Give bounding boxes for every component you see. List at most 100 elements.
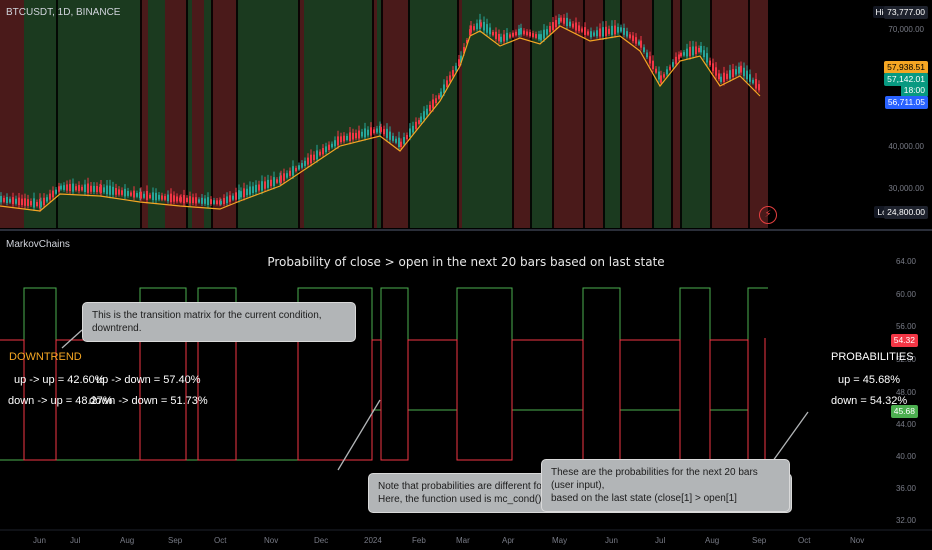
band-separator (140, 0, 142, 228)
candle-body (473, 26, 475, 30)
candle-body (486, 24, 488, 33)
candle-body (599, 28, 601, 37)
callout-text: This is the transition matrix for the cu… (92, 310, 322, 334)
callout-text: These are the probabilities for the next… (551, 467, 758, 491)
flash-icon[interactable]: ⚡ (759, 206, 777, 224)
callout-pointer (61, 329, 83, 349)
band-separator (530, 0, 532, 228)
candle-body (614, 25, 616, 35)
uptrend-band (377, 0, 381, 228)
candle-body (392, 135, 394, 141)
candle-body (512, 32, 514, 37)
candle-body (415, 121, 417, 129)
candle-body (596, 30, 598, 37)
time-axis-label: Aug (705, 536, 720, 545)
candle-body (258, 184, 260, 191)
candle-body (563, 17, 565, 24)
candle-body (738, 66, 740, 74)
band-separator (748, 0, 750, 228)
time-axis-label: Sep (752, 536, 767, 545)
candle-body (526, 31, 528, 36)
band-separator (583, 0, 585, 228)
candle-body (121, 190, 123, 195)
band-separator (186, 0, 188, 228)
callout-text: Note that probabilities are different fo… (378, 481, 654, 492)
candle-body (364, 128, 366, 138)
candle-body (216, 200, 218, 205)
candle-body (418, 120, 420, 124)
band-separator (603, 0, 605, 228)
uptrend-band (148, 0, 165, 228)
candle-body (373, 129, 375, 134)
indicator-name[interactable]: MarkovChains (6, 239, 70, 250)
callout-text: based on the last state (close[1] > open… (551, 493, 737, 504)
candle-body (246, 188, 248, 196)
candle-body (112, 186, 114, 195)
candle-body (261, 181, 263, 191)
callout-probabilities: These are the probabilities for the next… (541, 459, 790, 512)
candle-body (395, 138, 397, 143)
candle-body (709, 60, 711, 66)
uptrend-band (408, 0, 414, 228)
candle-body (455, 65, 457, 71)
band-separator (671, 0, 673, 228)
candle-body (310, 154, 312, 164)
candle-body (240, 191, 242, 198)
candle-body (692, 46, 694, 56)
candle-body (503, 34, 505, 42)
candle-body (686, 48, 688, 57)
candle-body (706, 53, 708, 63)
candle-body (683, 52, 685, 56)
axis-tick: 32.00 (895, 516, 916, 525)
uptrend-band (530, 0, 552, 228)
candle-body (264, 181, 266, 189)
candle-body (232, 195, 234, 200)
candle-body (698, 47, 700, 53)
matrix-down-down: down -> down = 51.73% (89, 395, 208, 407)
candle-body (403, 137, 405, 144)
candle-body (549, 26, 551, 33)
candle-body (286, 173, 288, 178)
symbol-title[interactable]: BTCUSDT, 1D, BINANCE (6, 7, 121, 18)
time-axis-label: Jun (33, 536, 46, 545)
prob-down: down = 54.32% (831, 395, 908, 407)
candle-body (749, 74, 751, 82)
candle-body (198, 199, 200, 203)
band-separator (381, 0, 383, 228)
uptrend-band (186, 0, 192, 228)
candle-body (723, 72, 725, 82)
axis-tick: 60.00 (895, 290, 916, 299)
time-axis-label: 2024 (364, 536, 382, 545)
candle-body (543, 29, 545, 39)
time-axis-label: Oct (214, 536, 227, 545)
candle-body (640, 40, 642, 48)
candle-body (646, 52, 648, 58)
band-separator (512, 0, 514, 228)
candle-body (27, 199, 29, 206)
candle-body (170, 193, 172, 203)
candle-body (36, 202, 38, 206)
probabilities-heading: PROBABILITIES (831, 351, 914, 363)
candle-body (78, 185, 80, 192)
candle-body (423, 111, 425, 120)
candle-body (466, 39, 468, 44)
candle-body (143, 193, 145, 198)
candle-body (666, 69, 668, 75)
candle-body (155, 192, 157, 201)
band-separator (408, 0, 410, 228)
candle-body (328, 144, 330, 150)
candle-body (316, 150, 318, 160)
downtrend-band (381, 0, 408, 228)
candle-body (307, 157, 309, 165)
time-axis-label: May (552, 536, 568, 545)
high-value-tag: 73,777.00 (884, 6, 928, 19)
candle-body (675, 56, 677, 64)
ma-price-tag: 57,938.51 (884, 61, 928, 74)
candle-body (93, 185, 95, 192)
candle-body (52, 190, 54, 198)
candle-body (587, 31, 589, 35)
candle-body (658, 71, 660, 80)
candle-body (289, 170, 291, 176)
candle-body (270, 179, 272, 187)
uptrend-band (204, 0, 211, 228)
